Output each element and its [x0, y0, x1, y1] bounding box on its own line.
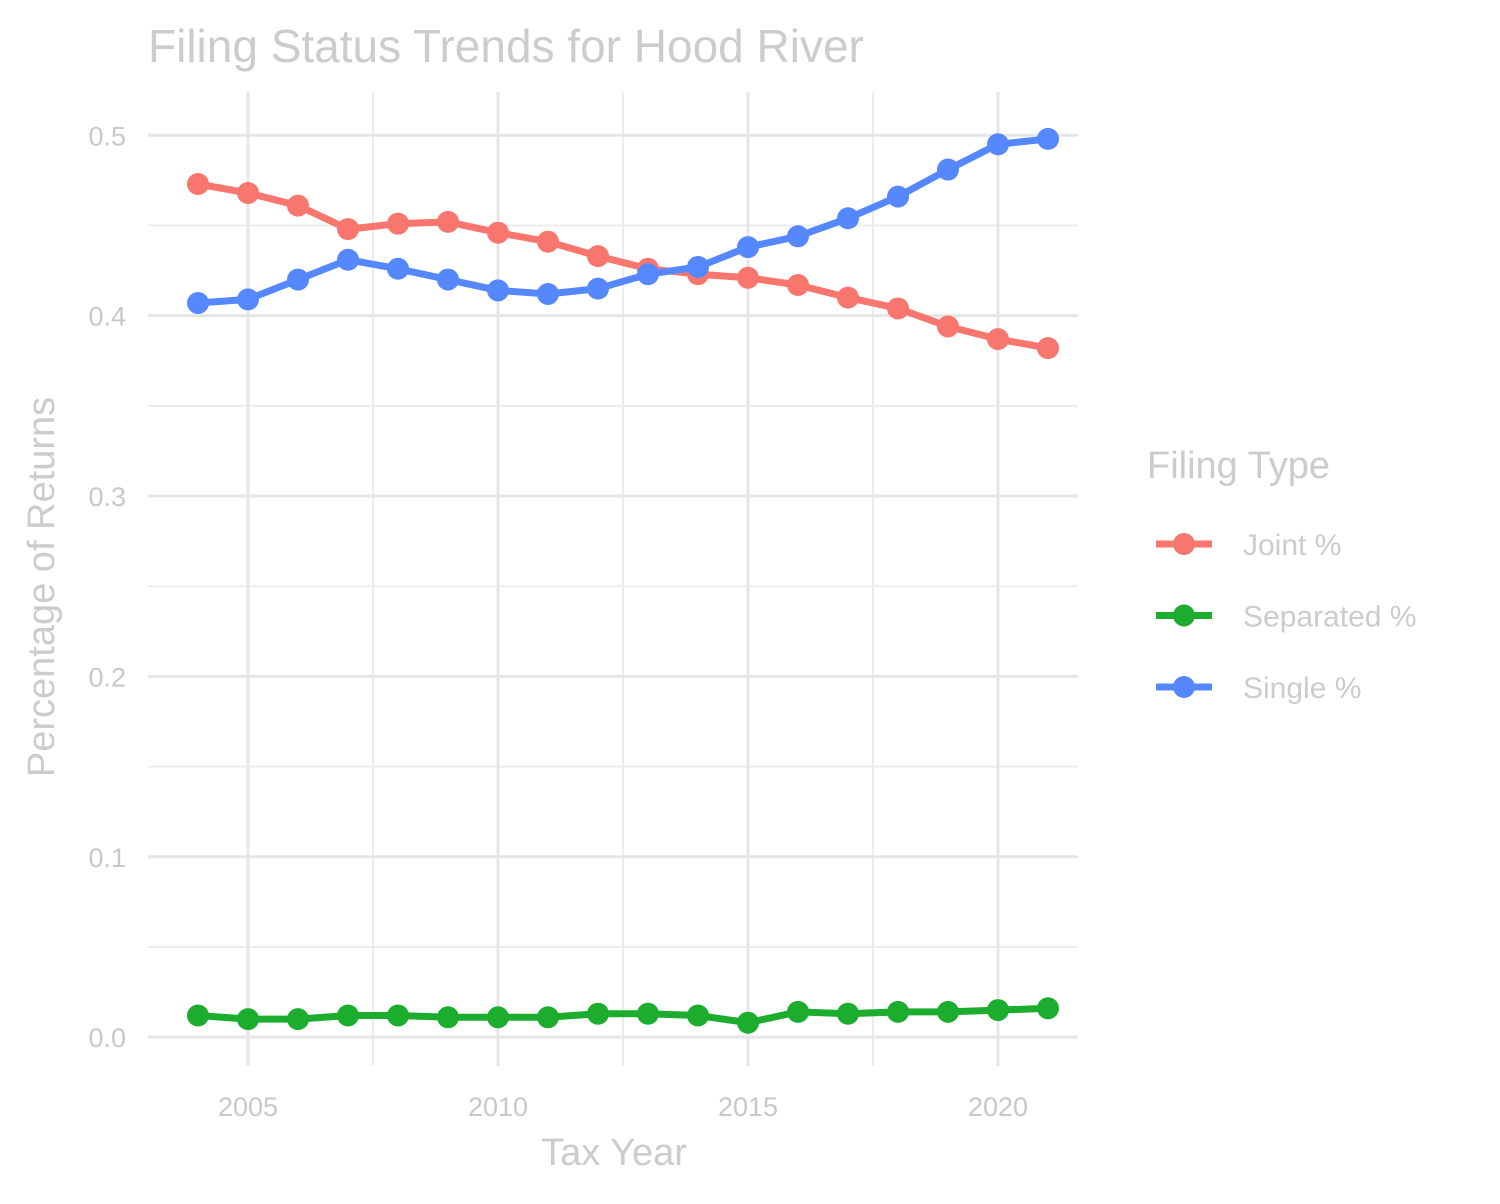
legend-key-point	[1173, 604, 1195, 627]
data-point	[187, 1004, 209, 1027]
data-point	[187, 172, 209, 195]
data-point	[287, 268, 309, 291]
data-point	[837, 286, 859, 309]
data-point	[337, 248, 359, 271]
data-point	[987, 999, 1009, 1022]
data-point	[237, 288, 259, 311]
data-point	[487, 1006, 509, 1029]
legend-key-point	[1173, 676, 1195, 698]
data-point	[437, 268, 459, 291]
data-point	[537, 1006, 559, 1029]
data-point	[637, 1002, 659, 1025]
legend-title: Filing Type	[1147, 445, 1330, 487]
data-point	[837, 1002, 859, 1025]
data-point	[737, 266, 759, 289]
legend-key-point	[1173, 533, 1195, 555]
data-point	[887, 185, 909, 208]
chart-title: Filing Status Trends for Hood River	[148, 20, 864, 72]
data-point	[337, 218, 359, 241]
data-point	[337, 1004, 359, 1027]
data-point	[437, 210, 459, 233]
y-tick-label: 0.2	[88, 662, 126, 692]
y-tick-label: 0.1	[88, 843, 126, 873]
x-tick-label: 2020	[968, 1092, 1028, 1122]
data-point	[687, 1004, 709, 1027]
data-point	[287, 194, 309, 217]
series-layer	[187, 127, 1059, 1034]
data-point	[237, 182, 259, 205]
y-tick-label: 0.5	[88, 121, 126, 151]
legend-label: Joint %	[1243, 529, 1341, 562]
data-point	[187, 292, 209, 315]
series-separated	[187, 997, 1059, 1034]
data-point	[987, 133, 1009, 156]
series-joint	[187, 172, 1059, 360]
data-point	[687, 255, 709, 278]
data-point	[887, 297, 909, 320]
data-point	[837, 207, 859, 230]
y-tick-label: 0.4	[88, 302, 126, 332]
data-point	[387, 257, 409, 280]
data-point	[787, 273, 809, 296]
data-point	[537, 230, 559, 253]
grid	[148, 92, 1078, 1066]
data-point	[1037, 127, 1059, 150]
data-point	[587, 277, 609, 300]
x-tick-label: 2005	[218, 1092, 278, 1122]
data-point	[937, 1000, 959, 1023]
data-point	[887, 1000, 909, 1023]
data-point	[387, 1004, 409, 1027]
data-point	[437, 1006, 459, 1029]
data-point	[587, 1002, 609, 1025]
data-point	[787, 225, 809, 248]
data-point	[287, 1008, 309, 1031]
data-point	[487, 279, 509, 302]
x-tick-label: 2010	[468, 1092, 528, 1122]
legend-label: Separated %	[1243, 601, 1416, 634]
data-point	[237, 1008, 259, 1031]
y-tick-label: 0.3	[88, 482, 126, 512]
data-point	[487, 221, 509, 244]
axes: 0.0 0.1 0.2 0.3 0.4 0.5 2005 2010 2015 2020	[88, 121, 1028, 1122]
data-point	[937, 158, 959, 181]
data-point	[1037, 337, 1059, 360]
data-point	[787, 1000, 809, 1023]
legend-label: Single %	[1243, 672, 1361, 705]
data-point	[1037, 997, 1059, 1020]
series-single	[187, 127, 1059, 315]
legend: Filing Type Joint % Separated % Single %	[1147, 445, 1416, 705]
x-axis-title: Tax Year	[541, 1132, 687, 1174]
data-point	[987, 328, 1009, 351]
data-point	[537, 283, 559, 306]
data-point	[387, 212, 409, 235]
data-point	[587, 245, 609, 268]
x-tick-label: 2015	[718, 1092, 778, 1122]
y-tick-label: 0.0	[88, 1023, 126, 1053]
data-point	[637, 263, 659, 286]
y-axis-title: Percentage of Returns	[21, 397, 63, 777]
data-point	[737, 1011, 759, 1034]
data-point	[937, 315, 959, 338]
data-point	[737, 236, 759, 259]
